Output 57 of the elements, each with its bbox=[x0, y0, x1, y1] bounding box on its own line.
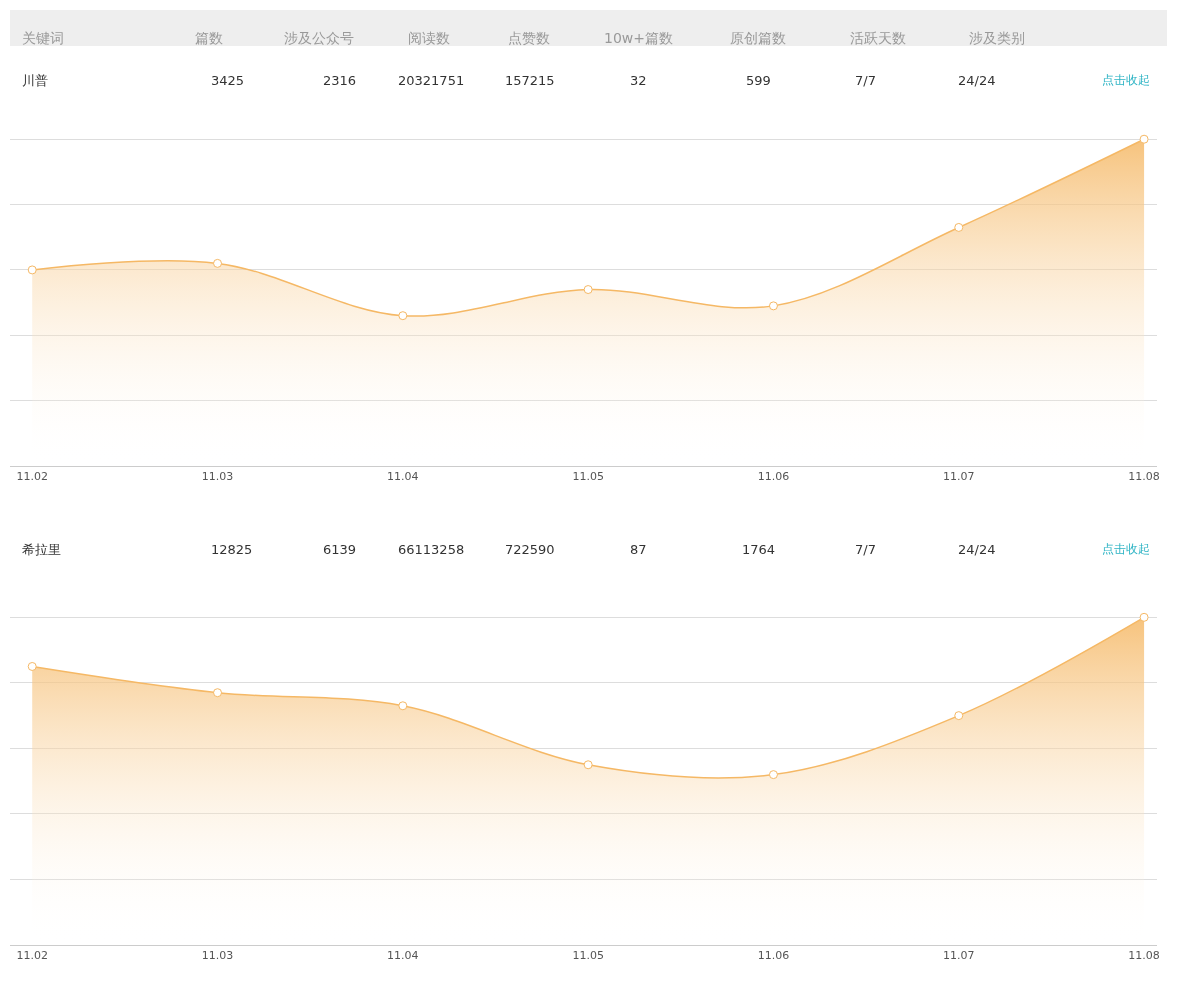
text: 599 bbox=[746, 73, 771, 88]
x-tick-label: 11.05 bbox=[572, 949, 604, 963]
x-tick-label: 11.08 bbox=[1128, 949, 1160, 963]
point bbox=[27, 265, 37, 275]
text: 3425 bbox=[211, 73, 245, 88]
x-tick-label: 11.02 bbox=[16, 470, 48, 484]
text: 2316 bbox=[323, 73, 357, 88]
point bbox=[954, 222, 964, 232]
point bbox=[954, 711, 964, 721]
point bbox=[768, 301, 778, 311]
text: 24/24 bbox=[958, 73, 996, 88]
text: 关键词 bbox=[22, 30, 64, 46]
text: 1764 bbox=[742, 542, 776, 557]
text: 12825 bbox=[211, 542, 253, 557]
text: 点击收起 bbox=[1102, 73, 1150, 87]
text: 10w+篇数 bbox=[604, 30, 673, 46]
x-tick-label: 11.06 bbox=[757, 949, 790, 963]
x-tick-label: 11.04 bbox=[387, 949, 419, 963]
text: 原创篇数 bbox=[730, 30, 786, 46]
point bbox=[1139, 612, 1149, 622]
text: 涉及公众号 bbox=[284, 30, 354, 46]
point bbox=[213, 688, 223, 698]
text: 32 bbox=[630, 73, 647, 88]
chart-title: 希拉里 bbox=[22, 542, 61, 557]
x-tick-label: 11.03 bbox=[201, 470, 234, 484]
chart-title: 川普 bbox=[22, 73, 48, 88]
text: 点赞数 bbox=[508, 30, 550, 46]
point bbox=[768, 770, 778, 780]
text: 6139 bbox=[323, 542, 357, 557]
point bbox=[398, 311, 408, 321]
text: 7/7 bbox=[855, 73, 876, 88]
text: 涉及类别 bbox=[969, 30, 1025, 46]
x-tick-label: 11.02 bbox=[16, 949, 48, 963]
x-tick-label: 11.04 bbox=[387, 470, 419, 484]
text: 7/7 bbox=[855, 542, 876, 557]
text: 157215 bbox=[505, 73, 555, 88]
x-tick-label: 11.03 bbox=[201, 949, 234, 963]
text: 24/24 bbox=[958, 542, 996, 557]
x-tick-label: 11.07 bbox=[943, 470, 975, 484]
x-tick-label: 11.08 bbox=[1128, 470, 1160, 484]
point bbox=[583, 760, 593, 770]
point bbox=[1139, 134, 1149, 144]
text: 20321751 bbox=[398, 73, 465, 88]
x-tick-label: 11.06 bbox=[757, 470, 790, 484]
x-tick-label: 11.05 bbox=[572, 470, 604, 484]
text: 篇数 bbox=[195, 30, 223, 46]
text: 87 bbox=[630, 542, 647, 557]
point bbox=[583, 285, 593, 295]
point bbox=[213, 258, 223, 268]
text: 722590 bbox=[505, 542, 555, 557]
text: 点击收起 bbox=[1102, 542, 1150, 556]
text: 66113258 bbox=[398, 542, 465, 557]
text: 活跃天数 bbox=[850, 30, 906, 46]
text: 阅读数 bbox=[408, 30, 450, 46]
point bbox=[398, 701, 408, 711]
x-tick-label: 11.07 bbox=[943, 949, 975, 963]
point bbox=[27, 661, 37, 671]
